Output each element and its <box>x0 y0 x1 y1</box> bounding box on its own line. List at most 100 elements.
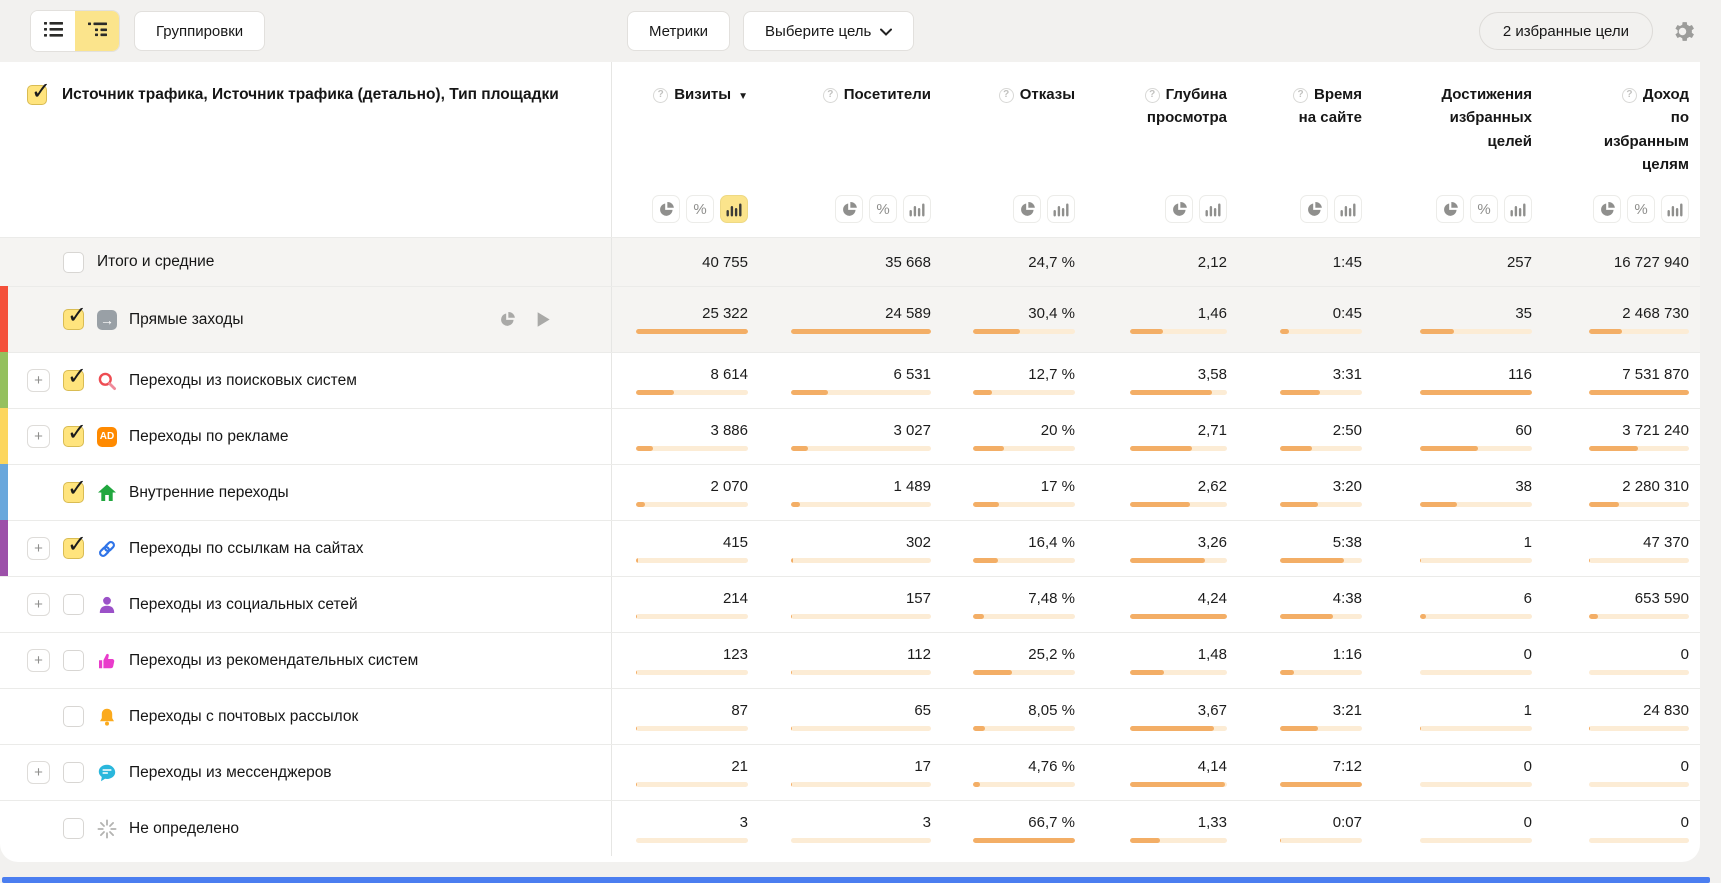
row-checkbox[interactable] <box>63 706 84 727</box>
row-checkbox[interactable] <box>63 818 84 839</box>
metric-bar <box>636 558 748 563</box>
row-metric-cells: 87 65 8,05 % 3,67 3:21 1 24 830 <box>612 689 1700 744</box>
column-header-goals: Достижения избранных целей% <box>1362 62 1532 237</box>
depth-pie-chart-icon[interactable] <box>1165 195 1193 223</box>
row-checkbox[interactable] <box>63 418 87 447</box>
help-icon[interactable]: ? <box>822 87 838 103</box>
help-icon[interactable]: ? <box>1293 87 1308 103</box>
column-label-visits[interactable]: ? Визиты ▼ <box>653 83 748 106</box>
row-checkbox[interactable] <box>63 362 87 391</box>
tree-view-button[interactable] <box>75 11 119 51</box>
column-label-revenue[interactable]: ? Доход по избранным целям <box>1603 86 1689 173</box>
metric-value: 40 755 <box>702 253 748 271</box>
row-label[interactable]: Переходы с почтовых рассылок <box>129 707 359 725</box>
row-label[interactable]: Прямые заходы <box>129 310 244 328</box>
row-label[interactable]: Переходы из рекомендательных систем <box>129 651 419 669</box>
metric-value: 4:38 <box>1332 590 1362 607</box>
row-label[interactable]: Переходы из социальных сетей <box>129 595 358 613</box>
expand-button[interactable]: + <box>27 593 50 616</box>
cell-bounce: 12,7 % <box>931 353 1075 408</box>
metric-value: 2,12 <box>1197 253 1227 271</box>
visits-percent-icon[interactable]: % <box>686 195 714 223</box>
column-label-depth[interactable]: ? Глубина просмотра <box>1144 83 1227 130</box>
goals-percent-icon[interactable]: % <box>1470 195 1498 223</box>
row-checkbox[interactable] <box>63 594 84 615</box>
revenue-bar-chart-icon[interactable] <box>1661 195 1689 223</box>
metric-value: 65 <box>914 702 931 719</box>
select-all-checkbox[interactable] <box>27 77 51 106</box>
expand-button[interactable]: + <box>27 537 50 560</box>
row-label[interactable]: Внутренние переходы <box>129 483 289 501</box>
chart-toggles-goals: % <box>1436 195 1532 223</box>
help-icon[interactable]: ? <box>998 87 1014 103</box>
time-bar-chart-icon[interactable] <box>1334 195 1362 223</box>
metric-bar <box>791 670 931 675</box>
row-checkbox[interactable] <box>63 650 84 671</box>
revenue-percent-icon[interactable]: % <box>1627 195 1655 223</box>
visitors-percent-icon[interactable]: % <box>869 195 897 223</box>
goal-select-button[interactable]: Выберите цель <box>743 11 915 51</box>
cell-time: 3:20 <box>1227 465 1362 520</box>
gear-icon[interactable] <box>1670 19 1695 44</box>
bounce-pie-chart-icon[interactable] <box>1013 195 1041 223</box>
column-label-bounce[interactable]: ? Отказы <box>998 83 1075 106</box>
metric-bar <box>1420 329 1532 334</box>
favorite-goals-button[interactable]: 2 избранные цели <box>1478 12 1653 50</box>
help-icon[interactable]: ? <box>1621 87 1637 103</box>
groupings-button[interactable]: Группировки <box>134 11 266 51</box>
pie-chart-icon[interactable] <box>499 311 516 328</box>
metric-bar <box>1280 614 1362 619</box>
expand-button[interactable]: + <box>27 649 50 672</box>
help-icon[interactable]: ? <box>1144 87 1160 103</box>
visitors-pie-chart-icon[interactable] <box>835 195 863 223</box>
expand-button[interactable]: + <box>27 425 50 448</box>
expand-button[interactable]: + <box>27 369 50 392</box>
help-icon[interactable]: ? <box>653 87 669 103</box>
chart-toggles-time <box>1300 195 1362 223</box>
column-label-goals[interactable]: Достижения избранных целей <box>1441 86 1532 150</box>
bounce-bar-chart-icon[interactable] <box>1047 195 1075 223</box>
chart-toggles-visitors: % <box>835 195 931 223</box>
row-checkbox[interactable] <box>63 474 87 503</box>
metric-bar <box>1280 838 1362 843</box>
metric-value: 66,7 % <box>1028 814 1075 831</box>
visits-bar-chart-icon[interactable] <box>720 195 748 223</box>
table-row-search: + Переходы из поисковых систем 8 614 6 531 1… <box>0 352 1700 408</box>
row-checkbox[interactable] <box>63 530 87 559</box>
play-icon[interactable] <box>536 311 551 328</box>
view-switcher <box>30 10 120 52</box>
metrics-button[interactable]: Метрики <box>627 11 731 51</box>
cell-bounce: 4,76 % <box>931 745 1075 800</box>
row-label[interactable]: Переходы по ссылкам на сайтах <box>129 539 364 557</box>
cell-goals: 1 <box>1362 521 1532 576</box>
visits-pie-chart-icon[interactable] <box>652 195 680 223</box>
metric-bar <box>1589 329 1689 334</box>
row-label[interactable]: Переходы по рекламе <box>129 427 289 445</box>
goals-pie-chart-icon[interactable] <box>1436 195 1464 223</box>
row-label[interactable]: Переходы из мессенджеров <box>129 763 332 781</box>
column-label-visitors[interactable]: ? Посетители <box>822 83 931 106</box>
metric-value: 0 <box>1523 814 1532 831</box>
metric-value: 0:07 <box>1332 814 1362 831</box>
row-name-cell: + Переходы из мессенджеров <box>0 745 612 800</box>
cell-time: 4:38 <box>1227 577 1362 632</box>
column-label-time[interactable]: ? Время на сайте <box>1293 83 1362 130</box>
revenue-pie-chart-icon[interactable] <box>1593 195 1621 223</box>
visitors-bar-chart-icon[interactable] <box>903 195 931 223</box>
row-label[interactable]: Переходы из поисковых систем <box>129 371 357 389</box>
metric-bar <box>791 614 931 619</box>
goals-bar-chart-icon[interactable] <box>1504 195 1532 223</box>
time-pie-chart-icon[interactable] <box>1300 195 1328 223</box>
toolbar-right: 2 избранные цели <box>1478 12 1695 50</box>
row-label[interactable]: Не определено <box>129 819 240 837</box>
depth-bar-chart-icon[interactable] <box>1199 195 1227 223</box>
row-label[interactable]: Итого и средние <box>97 253 215 270</box>
list-view-button[interactable] <box>31 11 75 51</box>
row-checkbox[interactable] <box>63 301 87 330</box>
expand-button[interactable]: + <box>27 761 50 784</box>
row-metric-cells: 415 302 16,4 % 3,26 5:38 1 47 370 <box>612 521 1700 576</box>
metric-bar <box>1589 502 1689 507</box>
row-checkbox[interactable] <box>63 251 84 273</box>
cell-time: 3:31 <box>1227 353 1362 408</box>
row-checkbox[interactable] <box>63 762 84 783</box>
